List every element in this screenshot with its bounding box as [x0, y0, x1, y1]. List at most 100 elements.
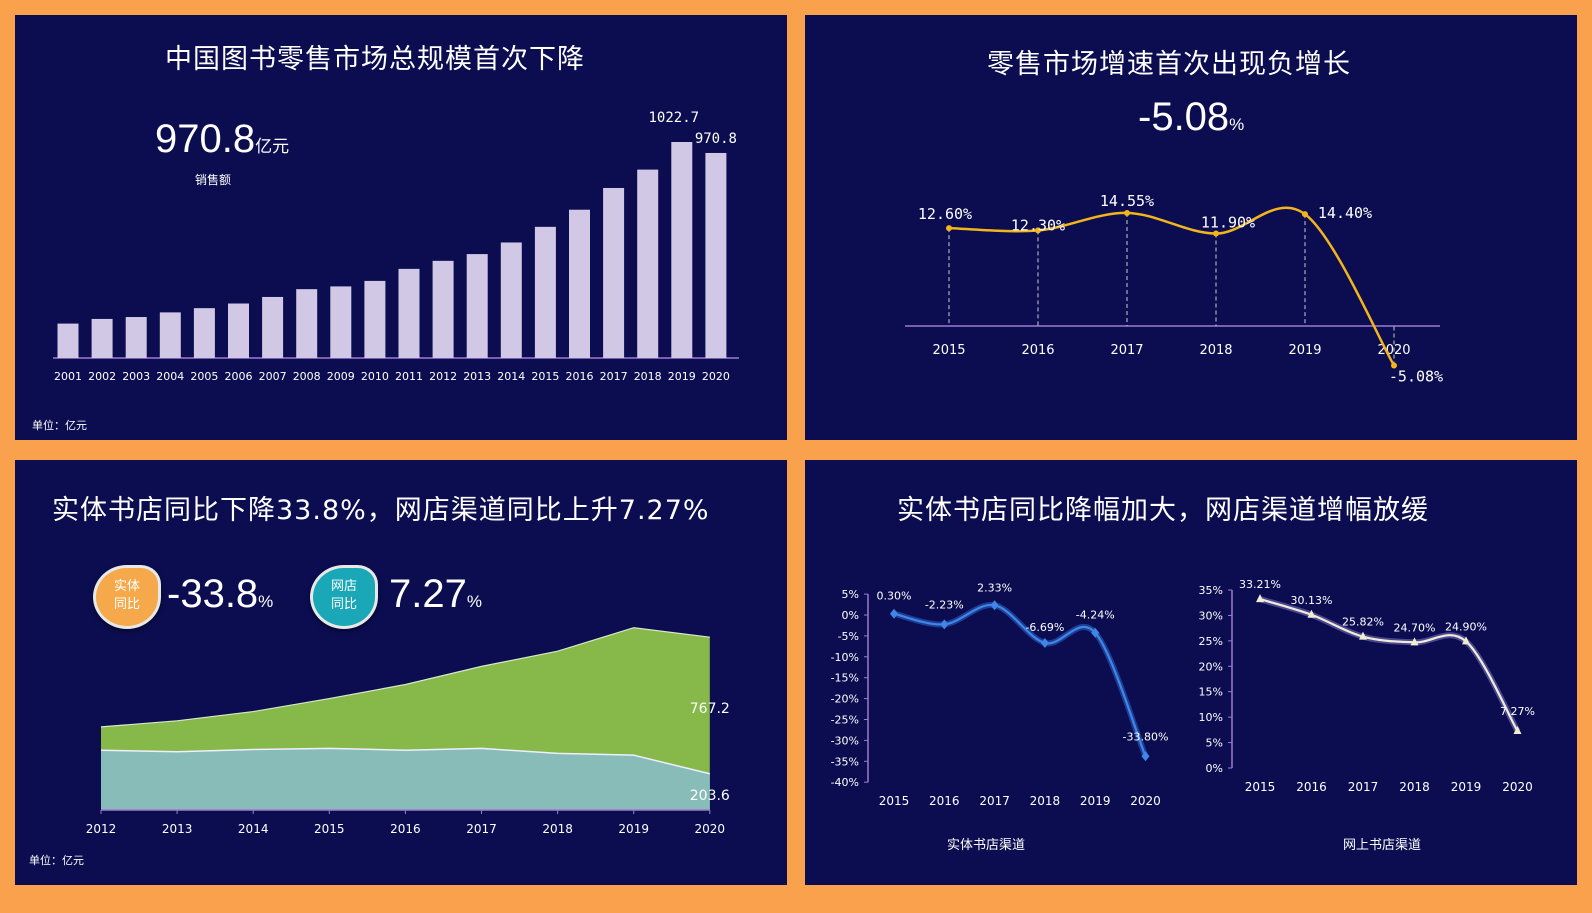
data-label: 7.27%	[1500, 705, 1535, 718]
x-tick-label: 2004	[156, 370, 184, 383]
headline-value: -5.08%	[1138, 95, 1244, 140]
bar	[500, 242, 522, 358]
y-tick-label: 5%	[1206, 737, 1223, 750]
y-tick-label: 10%	[1199, 711, 1223, 724]
bar	[398, 268, 420, 358]
y-tick-label: -35%	[831, 755, 859, 768]
y-tick-label: -10%	[831, 651, 859, 664]
x-tick-label: 2011	[395, 370, 423, 383]
data-point	[1302, 211, 1308, 218]
bar	[466, 254, 488, 358]
data-label: -33.80%	[1123, 730, 1169, 743]
panel-title: 零售市场增速首次出现负增长	[987, 49, 1351, 80]
x-tick-label: 2014	[497, 370, 525, 383]
x-tick-label: 2015	[879, 794, 910, 808]
data-label: -2.23%	[925, 598, 964, 611]
data-point	[940, 619, 949, 630]
x-tick-label: 2007	[259, 370, 287, 383]
data-point	[890, 608, 898, 619]
value-number: 7.27	[389, 572, 467, 616]
bar	[637, 169, 659, 358]
x-tick-label: 2020	[695, 822, 726, 836]
value-number: -33.8	[167, 572, 259, 616]
x-tick-label: 2018	[1199, 343, 1232, 358]
x-tick-label: 2018	[1399, 780, 1430, 794]
x-tick-label: 2017	[600, 370, 628, 383]
x-tick-label: 2006	[225, 370, 253, 383]
bar	[534, 226, 556, 358]
unit-note: 单位：亿元	[29, 854, 84, 867]
bar	[159, 312, 181, 358]
x-label-online: 网上书店渠道	[1343, 838, 1422, 853]
headline-unit: %	[1229, 115, 1245, 134]
headline-number: 970.8	[155, 117, 256, 161]
x-tick-label: 2018	[1030, 794, 1061, 808]
x-tick-label: 2017	[466, 822, 497, 836]
value-unit: %	[466, 592, 482, 611]
y-tick-label: -25%	[831, 714, 859, 727]
data-point	[1359, 631, 1367, 640]
badge-text: 实体 同比	[96, 578, 158, 614]
panel-channel-sales: 实体书店同比下降33.8%，网店渠道同比上升7.27% 实体 同比 -33.8% …	[15, 460, 787, 885]
y-tick-label: -30%	[831, 734, 859, 747]
x-tick-label: 2002	[88, 370, 116, 383]
line-chart: 2015 2016 2017 2018 2019 2020 12.60% 12.30% 14.5…	[905, 192, 1443, 385]
x-tick-label: 2019	[1080, 794, 1111, 808]
physical-yoy-value: -33.8%	[167, 572, 273, 617]
x-tick-label: 2013	[463, 370, 491, 383]
data-point	[1513, 726, 1522, 735]
data-label: 12.60%	[918, 205, 972, 223]
physical-edge	[100, 747, 710, 775]
x-label-physical: 实体书店渠道	[947, 838, 1026, 853]
badge-line2: 同比	[330, 597, 357, 612]
panel-title: 中国图书零售市场总规模首次下降	[165, 44, 585, 75]
headline-number: -5.08	[1138, 95, 1230, 139]
x-tick-label: 2020	[1130, 794, 1161, 808]
data-label: 24.70%	[1394, 621, 1436, 634]
data-point	[1307, 609, 1316, 618]
panel-growth-rate: 零售市场增速首次出现负增长 -5.08% 2015 2016 2017 2018 201…	[805, 15, 1577, 440]
bar	[296, 289, 318, 358]
x-tick-label: 2010	[361, 370, 389, 383]
data-point	[1391, 362, 1397, 369]
data-label: 14.55%	[1100, 192, 1154, 210]
data-point	[990, 600, 999, 611]
x-tick-label: 2016	[390, 822, 421, 836]
y-tick-label: 0%	[1206, 762, 1223, 775]
headline-unit: 亿元	[255, 137, 290, 156]
bar	[705, 152, 727, 358]
y-tick-label: 30%	[1199, 609, 1223, 622]
bar	[364, 280, 386, 358]
data-label: 12.30%	[1011, 216, 1065, 234]
bar	[569, 209, 590, 358]
data-point	[1462, 636, 1470, 645]
data-label-online: 767.2	[690, 701, 730, 717]
data-point	[1040, 637, 1049, 648]
x-tick-label: 2012	[86, 822, 117, 836]
badge-line2: 同比	[113, 597, 140, 612]
bar	[262, 296, 284, 358]
y-tick-label: 5%	[842, 588, 859, 601]
x-tick-label: 2014	[238, 822, 269, 836]
y-tick-label: 15%	[1199, 686, 1223, 699]
online-yoy-value: 7.27%	[389, 572, 482, 617]
data-label-physical: 203.6	[690, 788, 730, 804]
data-label: 11.90%	[1201, 214, 1255, 232]
data-point	[1124, 209, 1130, 216]
bar	[432, 260, 454, 358]
online-growth-line	[1259, 598, 1519, 732]
bar	[603, 187, 625, 358]
bar	[193, 308, 215, 358]
bar-chart: 2001 2002 2003 2004 2005 2006 2007 2008 2009 2010…	[53, 110, 739, 383]
y-tick-label: -15%	[831, 672, 859, 685]
badge-line1: 实体	[113, 579, 140, 594]
badge-text: 网店 同比	[313, 578, 375, 614]
panel-total-retail: 中国图书零售市场总规模首次下降 970.8亿元 销售额 单位：亿元 2001 20…	[15, 15, 787, 440]
physical-area	[101, 748, 710, 810]
data-point	[1410, 637, 1419, 646]
y-tick-label: 25%	[1199, 635, 1223, 648]
x-tick-label: 2012	[429, 370, 457, 383]
y-tick-label: -20%	[831, 693, 859, 706]
x-tick-label: 2015	[1245, 780, 1276, 794]
bar	[330, 286, 352, 358]
